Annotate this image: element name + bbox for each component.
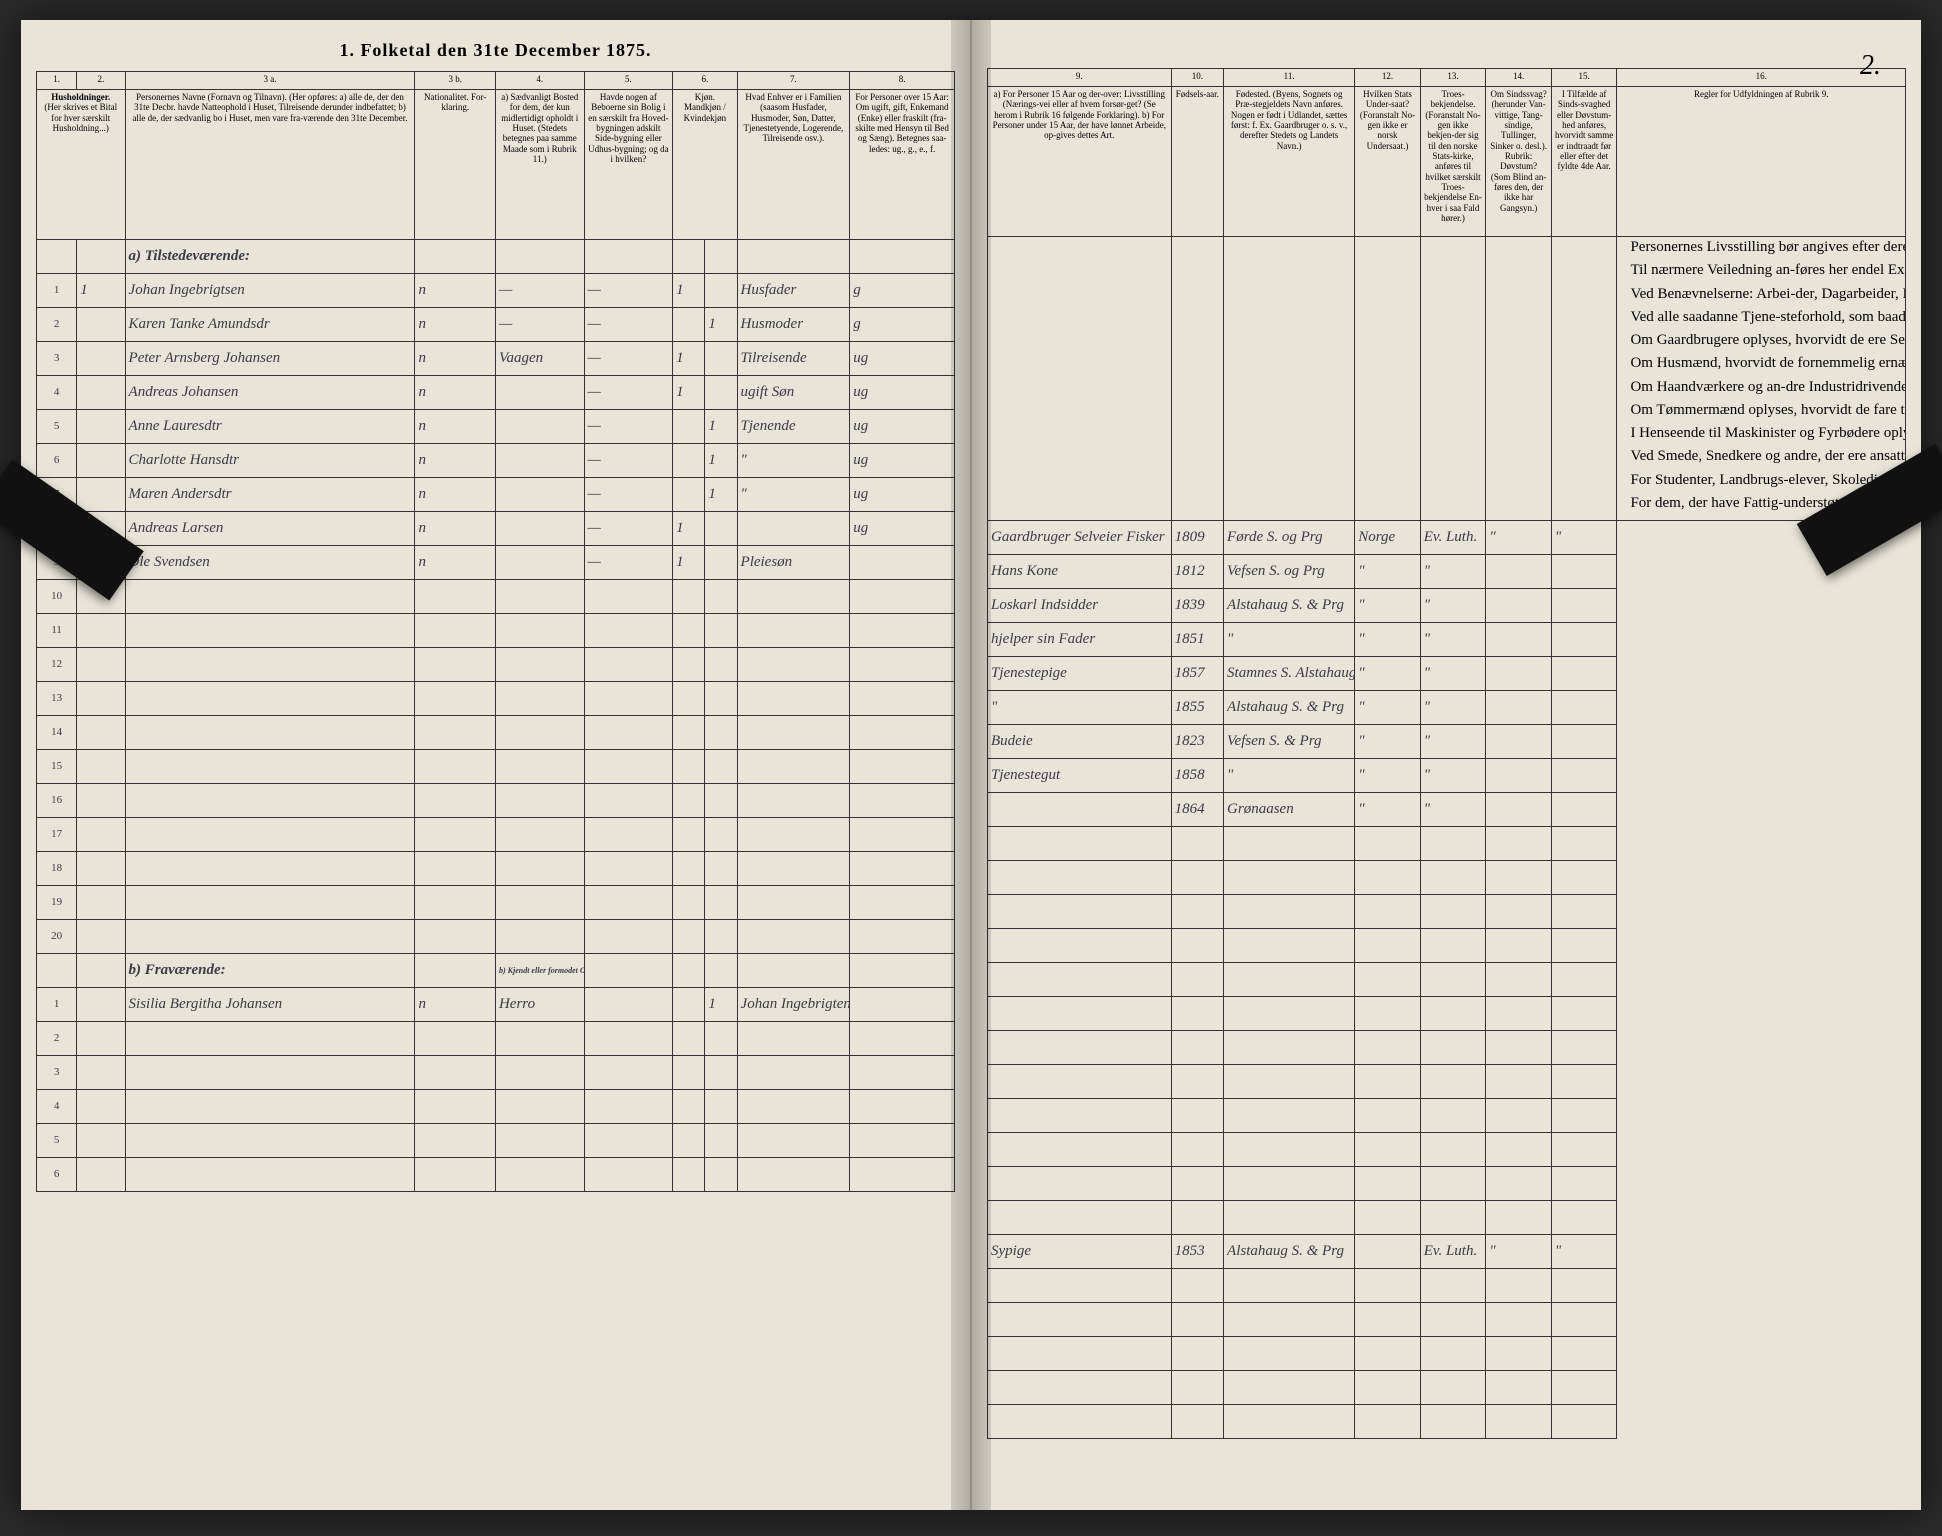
table-row: 19 — [37, 886, 955, 920]
instructions-text: Personernes Livsstilling bør angives eft… — [1617, 237, 1906, 521]
table-row: 13 — [37, 682, 955, 716]
table-row — [988, 1167, 1906, 1201]
colhead-household: Husholdninger. (Her skrives et Bital for… — [37, 90, 126, 240]
colnum: 1. — [37, 72, 77, 90]
table-row — [988, 1065, 1906, 1099]
table-row — [988, 1031, 1906, 1065]
colnum: 6. — [673, 72, 737, 90]
table-row — [988, 963, 1906, 997]
table-row: 2 — [37, 1022, 955, 1056]
census-table-left: 1. 2. 3 a. 3 b. 4. 5. 6. 7. 8. Husholdni… — [36, 71, 955, 1192]
table-row: "1855Alstahaug S. & Prg"" — [988, 691, 1906, 725]
table-row: 6Charlotte Hansdtrn—1"ug — [37, 444, 955, 478]
table-row — [988, 1269, 1906, 1303]
form-title: 1. Folketal den 31te December 1875. — [339, 40, 651, 60]
table-row: 7Maren Andersdtrn—1"ug — [37, 478, 955, 512]
table-row: 4 — [37, 1090, 955, 1124]
colnum: 14. — [1486, 69, 1552, 87]
colhead-bygning: Havde nogen af Beboerne sin Bolig i en s… — [584, 90, 673, 240]
colhead-nat: Nationalitet. For-klaring. — [415, 90, 496, 240]
colnum: 5. — [584, 72, 673, 90]
page-right: 2. 9. 10. 11. 12. 13. 14. 15. 16. a) For… — [972, 20, 1921, 1510]
table-row — [988, 827, 1906, 861]
section-b-label: b) Fraværende: — [125, 954, 415, 988]
table-row: 14 — [37, 716, 955, 750]
table-row: 11Johan Ingebrigtsenn——1Husfaderg — [37, 274, 955, 308]
table-row: 9Ole Svendsenn—1Pleiesøn — [37, 546, 955, 580]
table-row: 17 — [37, 818, 955, 852]
table-row — [988, 861, 1906, 895]
table-row: 3 — [37, 1056, 955, 1090]
table-row — [988, 1133, 1906, 1167]
colhead-sindssvag: Om Sindssvag? (herunder Van-vittige, Tan… — [1486, 87, 1552, 237]
table-row — [988, 1303, 1906, 1337]
table-row: 5 — [37, 1124, 955, 1158]
table-row: 2Karen Tanke Amundsdrn——1Husmoderg — [37, 308, 955, 342]
table-row: Gaardbruger Selveier Fisker1809Førde S. … — [988, 521, 1906, 555]
table-row — [988, 1337, 1906, 1371]
table-row: Tjenestepige1857Stamnes S. Alstahaug Prg… — [988, 657, 1906, 691]
colnum: 7. — [737, 72, 850, 90]
colnum: 3 a. — [125, 72, 415, 90]
page-number: 2. — [1860, 50, 1881, 82]
table-row — [988, 895, 1906, 929]
colnum: 9. — [988, 69, 1172, 87]
table-row — [988, 1099, 1906, 1133]
table-row: Budeie1823Vefsen S. & Prg"" — [988, 725, 1906, 759]
colhead-names: Personernes Navne (Fornavn og Tilnavn). … — [125, 90, 415, 240]
table-row: Hans Kone1812Vefsen S. og Prg"" — [988, 555, 1906, 589]
table-row — [988, 1405, 1906, 1439]
table-row: 10 — [37, 580, 955, 614]
colnum: 15. — [1551, 69, 1617, 87]
colhead-civil: For Personer over 15 Aar: Om ugift, gift… — [850, 90, 955, 240]
colhead-familie: Hvad Enhver er i Familien (saasom Husfad… — [737, 90, 850, 240]
table-row: 20 — [37, 920, 955, 954]
section-b-head: b) Kjendt eller formodet Opholdssted. — [495, 954, 584, 988]
table-row: 12 — [37, 648, 955, 682]
census-table-right: 9. 10. 11. 12. 13. 14. 15. 16. a) For Pe… — [987, 68, 1906, 1439]
colhead-tilfaelde: I Tilfælde af Sinds-svaghed eller Døvstu… — [1551, 87, 1617, 237]
colhead-troes: Troes-bekjendelse. (Foranstalt No-gen ik… — [1420, 87, 1486, 237]
colhead-livsstilling: a) For Personer 15 Aar og der-over: Livs… — [988, 87, 1172, 237]
colhead-fodselsaar: Fødsels-aar. — [1171, 87, 1223, 237]
colhead-fodested: Fødested. (Byens, Sognets og Præ-stegjel… — [1224, 87, 1355, 237]
colhead-kjon: Kjøn. Mandkjøn / Kvindekjøn — [673, 90, 737, 240]
table-row: 1Sisilia Bergitha JohansennHerro1Johan I… — [37, 988, 955, 1022]
table-row: Tjenestegut1858""" — [988, 759, 1906, 793]
table-row: 8Andreas Larsenn—1ug — [37, 512, 955, 546]
census-ledger: 1. Folketal den 31te December 1875. 1. 2… — [21, 20, 1921, 1510]
section-a-label: a) Tilstedeværende: — [125, 240, 415, 274]
table-row: 6 — [37, 1158, 955, 1192]
table-row: Loskarl Indsidder1839Alstahaug S. & Prg"… — [988, 589, 1906, 623]
table-row: Sypige1853Alstahaug S. & PrgEv. Luth."" — [988, 1235, 1906, 1269]
table-row: 18 — [37, 852, 955, 886]
table-row: 16 — [37, 784, 955, 818]
table-row: 3Peter Arnsberg JohansennVaagen—1Tilreis… — [37, 342, 955, 376]
colnum: 4. — [495, 72, 584, 90]
table-row: 1864Grønaasen"" — [988, 793, 1906, 827]
table-row: 15 — [37, 750, 955, 784]
colhead-regler: Regler for Udfyldningen af Rubrik 9. — [1617, 87, 1906, 237]
colnum: 11. — [1224, 69, 1355, 87]
table-row: 4Andreas Johansenn—1ugift Sønug — [37, 376, 955, 410]
colnum: 13. — [1420, 69, 1486, 87]
table-row: 11 — [37, 614, 955, 648]
table-row: hjelper sin Fader1851""" — [988, 623, 1906, 657]
table-row: 5Anne Lauresdtrn—1Tjenendeug — [37, 410, 955, 444]
table-row — [988, 929, 1906, 963]
colnum: 2. — [77, 72, 125, 90]
table-row — [988, 997, 1906, 1031]
colnum: 8. — [850, 72, 955, 90]
page-left: 1. Folketal den 31te December 1875. 1. 2… — [21, 20, 972, 1510]
colhead-bosted: a) Sædvanligt Bosted for dem, der kun mi… — [495, 90, 584, 240]
colhead-stat: Hvilken Stats Under-saat? (Foranstalt No… — [1355, 87, 1421, 237]
colnum: 10. — [1171, 69, 1223, 87]
table-row — [988, 1371, 1906, 1405]
colnum: 3 b. — [415, 72, 496, 90]
colnum: 12. — [1355, 69, 1421, 87]
